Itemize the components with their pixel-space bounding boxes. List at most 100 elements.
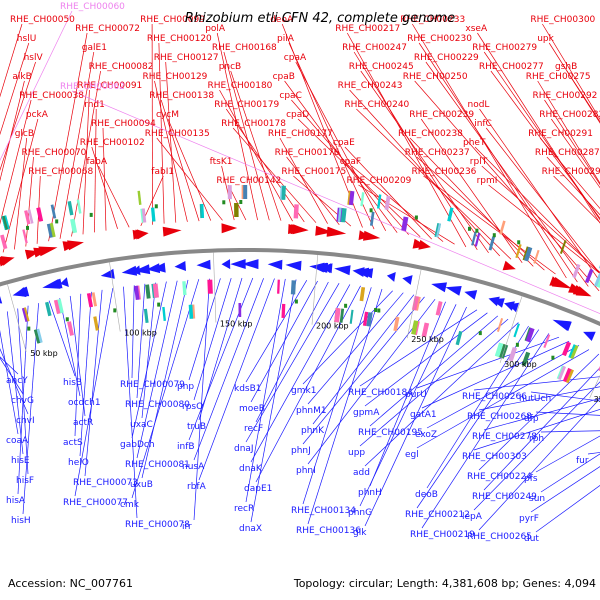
reverse-gene-label: exoZ bbox=[415, 430, 437, 440]
feature-stripe bbox=[533, 249, 540, 264]
feature-stripe bbox=[190, 304, 196, 319]
scale-label: 250 kbp bbox=[411, 335, 444, 344]
forward-gene-label: upk bbox=[537, 34, 554, 44]
forward-gene-label: cycM bbox=[156, 110, 179, 120]
reverse-gene-label: upp bbox=[348, 448, 365, 458]
leader-line bbox=[74, 293, 82, 437]
gc-marker bbox=[478, 331, 482, 336]
reverse-gene-label: RHE_CH00249 bbox=[472, 492, 537, 502]
gc-marker bbox=[551, 355, 555, 360]
feature-stripe bbox=[411, 320, 419, 335]
leader-line bbox=[286, 156, 340, 226]
leader-line bbox=[416, 329, 540, 509]
forward-gene-arrow bbox=[292, 224, 309, 235]
reverse-gene-label: RHE_CH00184 bbox=[348, 388, 413, 398]
feature-stripe bbox=[91, 292, 98, 307]
reverse-gene-label: dnaJ bbox=[234, 444, 254, 454]
forward-gene-label: hslU bbox=[17, 34, 36, 44]
leader-line bbox=[160, 99, 200, 222]
reverse-gene-label: dut bbox=[524, 534, 539, 544]
rna-gene-label: RHE_CH00062 bbox=[60, 82, 125, 92]
forward-gene-label: RHE_CH00175 bbox=[281, 167, 346, 177]
forward-gene-label: RHE_CH00068 bbox=[28, 167, 93, 177]
gc-marker bbox=[222, 200, 226, 205]
reverse-gene-label: phnH bbox=[358, 488, 382, 498]
feature-stripe bbox=[455, 330, 463, 346]
backbone-line bbox=[0, 248, 600, 327]
leader-line bbox=[188, 277, 254, 441]
reverse-gene-arrow bbox=[221, 259, 231, 270]
feature-stripe bbox=[334, 307, 341, 323]
feature-stripe bbox=[56, 298, 64, 314]
forward-gene-label: RHE_CH00038 bbox=[19, 91, 84, 101]
reverse-gene-arrow bbox=[131, 265, 141, 276]
reverse-gene-label: gpmA bbox=[353, 408, 380, 418]
leader-line bbox=[216, 32, 258, 221]
leader-line bbox=[473, 376, 600, 391]
feature-stripe bbox=[508, 346, 518, 362]
leader-line bbox=[312, 294, 415, 425]
reverse-gene-label: ahcY bbox=[6, 376, 28, 386]
forward-gene-label: gshB bbox=[555, 62, 577, 72]
feature-stripe bbox=[524, 327, 532, 342]
feature-stripe bbox=[140, 208, 145, 223]
leader-line bbox=[481, 165, 600, 273]
forward-gene-label: galE1 bbox=[82, 43, 107, 53]
feature-stripe bbox=[152, 283, 159, 298]
feature-stripe bbox=[435, 301, 443, 316]
feature-stripe bbox=[494, 342, 504, 358]
leader-line bbox=[84, 289, 103, 477]
leader-line bbox=[131, 285, 135, 379]
leader-line bbox=[232, 127, 317, 223]
forward-gene-arrow bbox=[162, 226, 182, 237]
leader-line bbox=[478, 386, 600, 411]
feature-stripe bbox=[23, 307, 30, 322]
forward-gene-label: pilA bbox=[277, 34, 295, 44]
forward-gene-label: RHE_CH00237 bbox=[405, 148, 470, 158]
reverse-gene-label: RHE_CH00268 bbox=[467, 412, 532, 422]
feature-stripe bbox=[33, 328, 43, 344]
leader-line bbox=[141, 279, 189, 479]
leader-line bbox=[544, 99, 600, 186]
gc-marker bbox=[475, 228, 479, 233]
forward-gene-label: RHE_CH00168 bbox=[212, 43, 277, 53]
forward-gene-arrow bbox=[412, 238, 428, 249]
forward-gene-label: nodL bbox=[468, 100, 490, 110]
reverse-gene-arrow bbox=[431, 282, 447, 293]
reverse-gene-label: RHE_CH00195 bbox=[358, 428, 423, 438]
reverse-gene-arrow bbox=[488, 296, 500, 307]
forward-gene-arrow bbox=[132, 229, 147, 240]
leader-line bbox=[136, 283, 146, 399]
reverse-gene-arrow bbox=[18, 286, 29, 297]
feature-stripe bbox=[36, 328, 43, 343]
forward-gene-label: RHE_CH00279 bbox=[472, 43, 537, 53]
accession-text: Accession: NC_007761 bbox=[8, 577, 133, 590]
feature-stripe bbox=[188, 304, 194, 319]
forward-gene-label: cpaD bbox=[286, 110, 309, 120]
forward-gene-label: RHE_CH00250 bbox=[403, 72, 468, 82]
forward-gene-label: cpaE bbox=[333, 138, 355, 148]
forward-gene-label: RHE_CH00229 bbox=[414, 53, 479, 63]
reverse-gene-label: ocdch1 bbox=[68, 398, 101, 408]
forward-gene-arrow bbox=[315, 225, 333, 236]
forward-gene-label: cpaF bbox=[340, 157, 361, 167]
leader-line bbox=[141, 282, 157, 419]
feature-stripe bbox=[557, 365, 566, 380]
reverse-gene-label: moeB bbox=[239, 404, 265, 414]
forward-gene-label: RHE_CH00292 bbox=[533, 91, 598, 101]
feature-stripe bbox=[471, 231, 477, 246]
reverse-gene-arrow bbox=[445, 286, 462, 296]
feature-stripe bbox=[137, 190, 142, 205]
reverse-gene-label: RHE_CH00266 bbox=[462, 392, 527, 402]
forward-gene-arrow bbox=[0, 256, 15, 266]
reverse-gene-arrow bbox=[196, 259, 211, 270]
reverse-gene-label: add bbox=[353, 468, 370, 478]
reverse-gene-label: recF bbox=[244, 424, 263, 434]
gc-marker bbox=[89, 212, 93, 217]
feature-stripe bbox=[277, 279, 280, 294]
forward-gene-arrow bbox=[38, 246, 58, 257]
scale-label: 150 kbp bbox=[220, 320, 253, 329]
leader-line bbox=[288, 42, 375, 230]
leader-line bbox=[0, 99, 32, 225]
